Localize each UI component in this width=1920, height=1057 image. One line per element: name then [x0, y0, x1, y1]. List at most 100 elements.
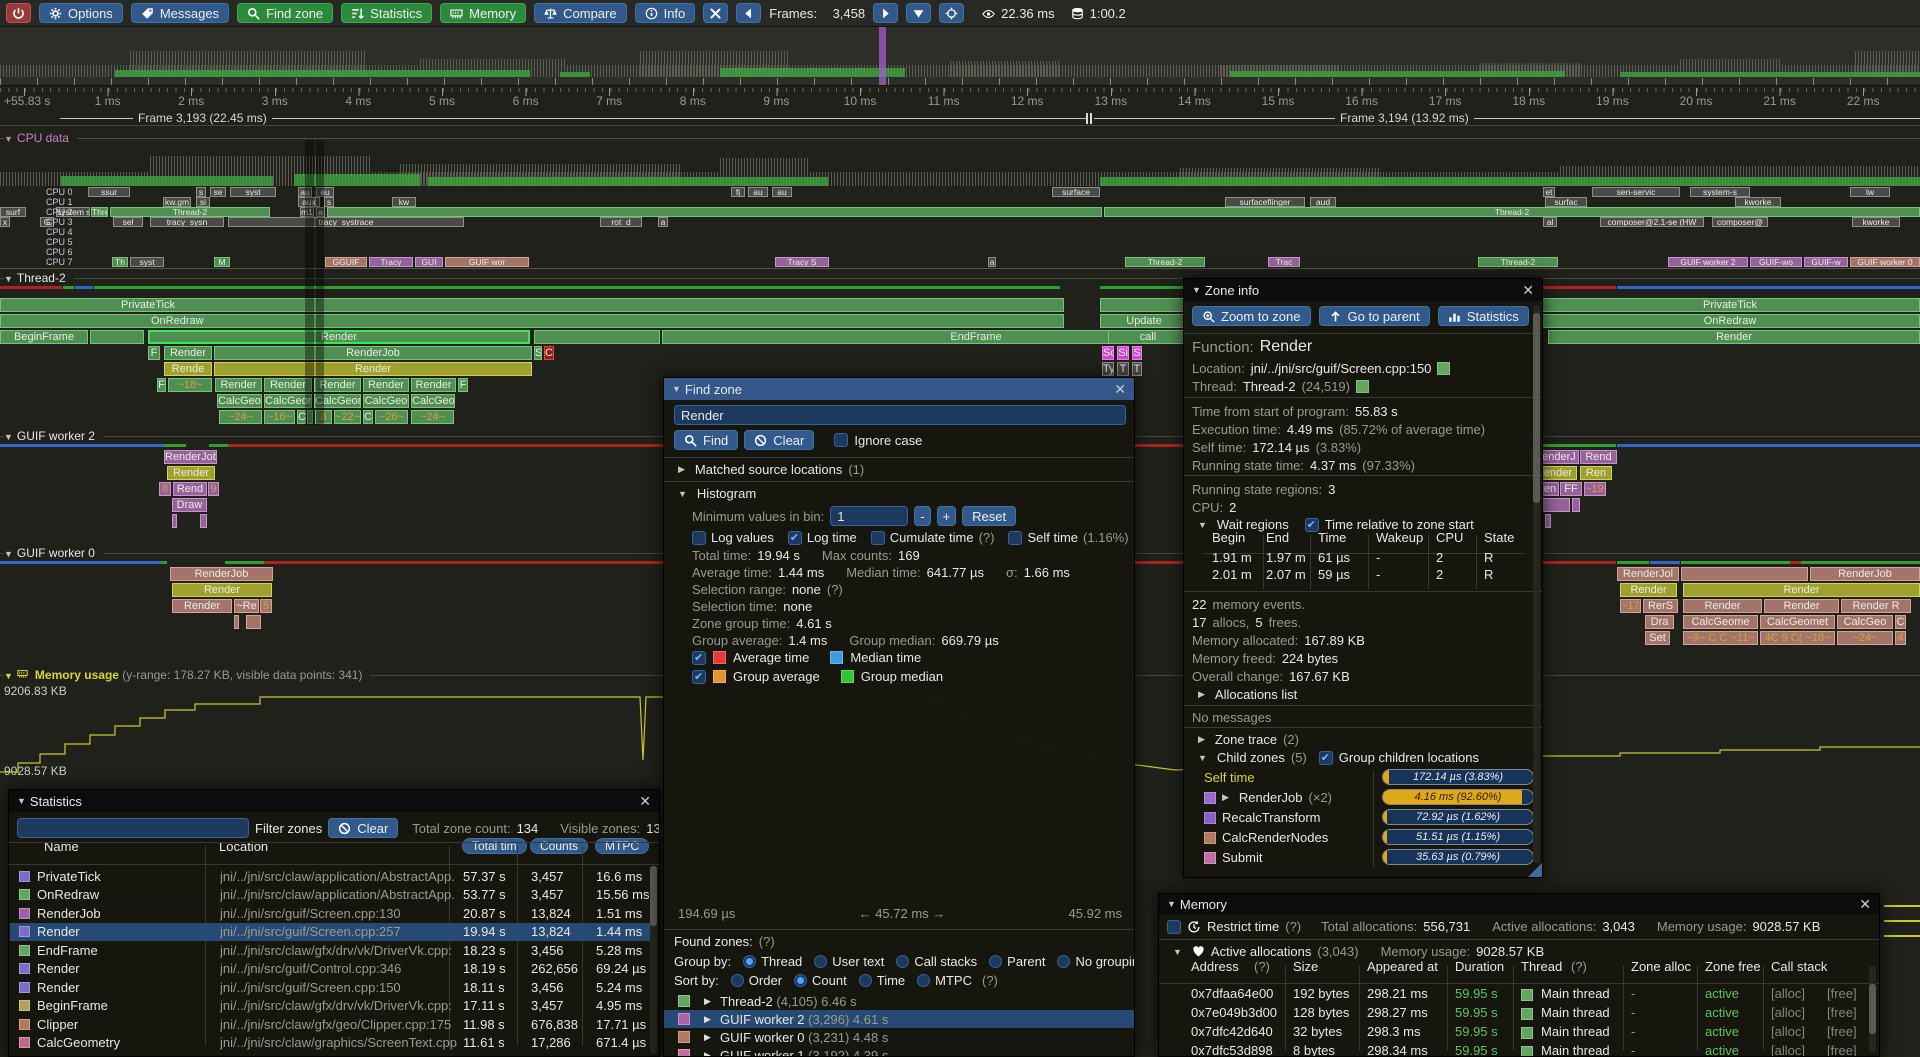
histogram-label[interactable]: Histogram: [696, 486, 757, 501]
timeline-zone[interactable]: RenderJob: [170, 567, 273, 581]
stat-row[interactable]: BeginFrame jni/../jni/src/claw/gfx/drv/vk…: [10, 997, 651, 1015]
timeline-zone[interactable]: Update: [1100, 314, 1188, 328]
timeline-zone[interactable]: CalcGeome: [1683, 615, 1758, 629]
timeline-zone[interactable]: 5: [260, 599, 272, 613]
col-address[interactable]: Address: [1191, 958, 1239, 974]
messages-button[interactable]: Messages: [130, 3, 230, 23]
timeline-zone[interactable]: Th: [112, 257, 128, 267]
timeline-zone[interactable]: kw: [392, 197, 416, 207]
timeline-zone[interactable]: a: [988, 257, 996, 267]
next-frame-button[interactable]: [873, 3, 899, 23]
timeline-zone[interactable]: surfac: [1545, 197, 1587, 207]
timeline-zone[interactable]: Thre: [91, 207, 108, 217]
legend-checkbox[interactable]: [692, 650, 706, 665]
timeline-zone[interactable]: x: [0, 217, 10, 227]
timeline-zone[interactable]: s: [196, 187, 206, 197]
timeline-zone[interactable]: 9: [208, 482, 219, 496]
timeline-zone[interactable]: 8: [159, 482, 171, 496]
frame-overview-strip[interactable]: [0, 27, 1920, 86]
timeline-zone[interactable]: surf: [0, 207, 26, 217]
collapse-icon[interactable]: ▼: [1192, 285, 1201, 295]
clear-button[interactable]: Clear: [744, 430, 815, 450]
timeline-zone[interactable]: [307, 410, 313, 424]
ignore-case-checkbox[interactable]: [834, 433, 849, 447]
timeline-zone[interactable]: Render: [1683, 583, 1920, 597]
stat-row[interactable]: Render jni/../jni/src/guif/Screen.cpp:257…: [10, 922, 651, 941]
radio-option-count[interactable]: Count: [794, 973, 847, 988]
timeline-zone[interactable]: F: [157, 378, 166, 392]
timeline-zone[interactable]: ~22~: [334, 410, 361, 424]
statistics-title-bar[interactable]: ▼ Statistics ✕: [9, 790, 659, 812]
timeline-zone[interactable]: syst: [230, 187, 276, 197]
collapse-icon[interactable]: ▼: [4, 274, 13, 284]
timeline-zone[interactable]: RenderJol: [1617, 567, 1679, 581]
timeline-zone[interactable]: a: [316, 207, 325, 217]
allocation-row[interactable]: 0x7dfc53d898 8 bytes 298.34 ms 59.95 s Main …: [1191, 1043, 1857, 1057]
timeline-zone[interactable]: GUIF-w: [1804, 257, 1848, 267]
expand-icon[interactable]: ▶: [678, 464, 685, 474]
allocation-row[interactable]: 0x7dfc42d640 32 bytes 298.3 ms 59.95 s Main …: [1191, 1024, 1857, 1039]
timeline-zone[interactable]: syst: [130, 257, 164, 267]
find-zone-button[interactable]: Find zone: [237, 3, 334, 23]
collapse-icon[interactable]: ▼: [17, 796, 26, 806]
timeline-zone[interactable]: au: [748, 187, 768, 197]
timeline-zone[interactable]: C: [297, 410, 306, 424]
collapse-icon[interactable]: ▼: [1167, 899, 1176, 909]
histogram-option-log-values[interactable]: Log values: [692, 530, 774, 545]
timeline-zone[interactable]: Render: [164, 346, 212, 360]
timeline-zone[interactable]: composer@2.1-se (HW: [1600, 217, 1704, 227]
col-call-stack[interactable]: Call stack: [1771, 958, 1828, 974]
timeline-zone[interactable]: ~24~: [411, 410, 454, 424]
child-zone-calcrendernodes[interactable]: CalcRenderNodes: [1204, 829, 1328, 846]
timeline-zone[interactable]: se: [210, 187, 226, 197]
timeline-zone[interactable]: Sc: [1102, 346, 1114, 360]
col-appeared[interactable]: Appeared at: [1367, 958, 1438, 974]
timeline-zone[interactable]: [1540, 498, 1570, 512]
timeline-zone[interactable]: T: [1117, 362, 1129, 376]
histogram-option-cumulate-time[interactable]: Cumulate time (?): [870, 530, 994, 545]
timeline-zone[interactable]: kw.gm: [163, 197, 191, 207]
timeline-zone[interactable]: F: [148, 346, 160, 360]
timeline-zone[interactable]: RenderJob: [1810, 567, 1920, 581]
collapse-icon[interactable]: ▼: [678, 488, 687, 499]
timeline-zone[interactable]: GUIF-wo: [1750, 257, 1802, 267]
legend-checkbox[interactable]: [692, 669, 706, 684]
found-thread-guif-worker-1[interactable]: ▶ GUIF worker 1 (3,192) 4.39 s: [664, 1046, 1134, 1056]
timeline-zone[interactable]: Render: [1620, 583, 1677, 597]
info-button[interactable]: Info: [634, 3, 696, 23]
timeline-zone[interactable]: au: [772, 187, 792, 197]
stat-row[interactable]: EndFrame jni/../jni/src/claw/gfx/drv/vk/D…: [10, 941, 651, 959]
timeline-zone[interactable]: [534, 330, 660, 344]
col-name[interactable]: Name: [44, 838, 79, 854]
timeline-zone[interactable]: Dra: [1645, 615, 1674, 629]
scrollbar[interactable]: [1869, 984, 1876, 1034]
timeline-zone[interactable]: si: [196, 197, 210, 207]
timeline-zone[interactable]: tracy_systrace: [228, 217, 464, 227]
options-button[interactable]: Options: [39, 3, 123, 23]
timeline-zone[interactable]: [327, 207, 1102, 217]
timeline-zone[interactable]: kworke: [1735, 197, 1781, 207]
col-duration[interactable]: Duration: [1455, 958, 1505, 974]
timeline-zone[interactable]: ~24~: [219, 410, 262, 424]
collapse-icon[interactable]: ▼: [4, 549, 13, 559]
timeline-zone[interactable]: CalcGeo: [1837, 615, 1893, 629]
timeline-zone[interactable]: Render: [363, 378, 409, 392]
memory-usage-plot[interactable]: [0, 680, 1920, 780]
timeline-zone[interactable]: system-s: [1690, 187, 1750, 197]
timeline-zone[interactable]: Rend: [1580, 450, 1617, 464]
timeline-zone[interactable]: Render: [1764, 599, 1839, 613]
collapse-icon[interactable]: ▼: [4, 671, 13, 681]
timeline-zone[interactable]: [1572, 498, 1580, 512]
timeline-zone[interactable]: Ty: [1102, 362, 1114, 376]
stat-row[interactable]: PrivateTick jni/../jni/src/claw/applicati…: [10, 867, 651, 885]
time-ruler[interactable]: +55.83 s 1 ms 2 ms 3 ms 4 ms 5 ms 6 ms 7 ms 8 m…: [0, 88, 1920, 108]
expand-icon[interactable]: ▶: [1198, 734, 1205, 744]
timeline-zone[interactable]: [90, 330, 144, 344]
timeline-zone[interactable]: sel: [113, 217, 143, 227]
power-button[interactable]: [6, 3, 31, 23]
child-zone-submit[interactable]: Submit: [1204, 849, 1262, 866]
wait-regions-label[interactable]: Wait regions: [1216, 517, 1289, 532]
timeline-zone[interactable]: lw: [1850, 187, 1890, 197]
timeline-zone[interactable]: RenderJob: [164, 450, 217, 464]
time-relative-checkbox[interactable]: [1304, 517, 1319, 532]
